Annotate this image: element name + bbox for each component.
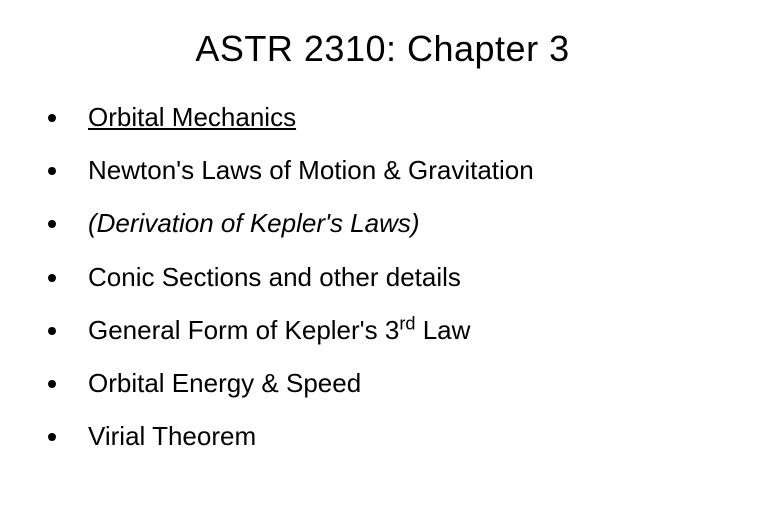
bullet-icon	[48, 327, 56, 335]
bullet-icon	[48, 220, 56, 228]
list-item: (Derivation of Kepler's Laws)	[48, 208, 725, 239]
list-item: Conic Sections and other details	[48, 262, 725, 293]
item-text: General Form of Kepler's 3rd Law	[88, 315, 725, 346]
slide-title: ASTR 2310: Chapter 3	[40, 28, 725, 70]
item-text: Orbital Mechanics	[88, 102, 725, 133]
item-text: (Derivation of Kepler's Laws)	[88, 208, 725, 239]
list-item: Newton's Laws of Motion & Gravitation	[48, 155, 725, 186]
bullet-icon	[48, 433, 56, 441]
list-item: Orbital Energy & Speed	[48, 368, 725, 399]
bullet-icon	[48, 167, 56, 175]
list-item: Orbital Mechanics	[48, 102, 725, 133]
list-item: Virial Theorem	[48, 421, 725, 452]
list-item: General Form of Kepler's 3rd Law	[48, 315, 725, 346]
item-text: Newton's Laws of Motion & Gravitation	[88, 155, 725, 186]
bullet-list: Orbital Mechanics Newton's Laws of Motio…	[40, 102, 725, 452]
bullet-icon	[48, 274, 56, 282]
bullet-icon	[48, 114, 56, 122]
item-text: Orbital Energy & Speed	[88, 368, 725, 399]
item-text: Virial Theorem	[88, 421, 725, 452]
bullet-icon	[48, 380, 56, 388]
item-text: Conic Sections and other details	[88, 262, 725, 293]
